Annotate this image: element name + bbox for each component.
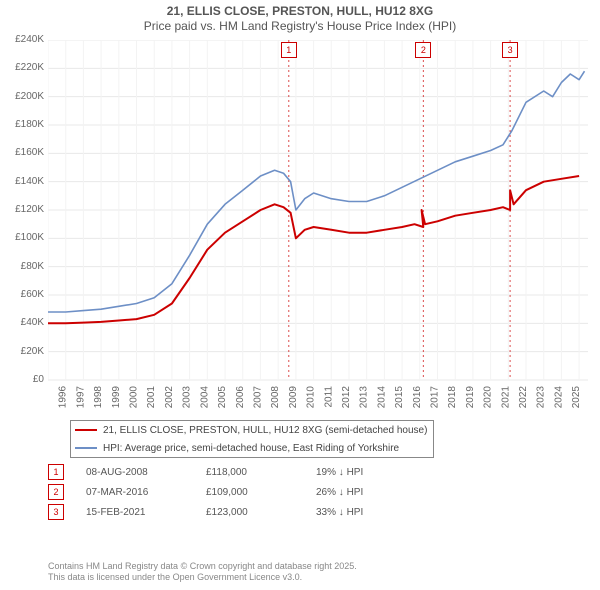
svg-text:1997: 1997 <box>75 386 86 409</box>
credit-text: Contains HM Land Registry data © Crown c… <box>48 561 357 584</box>
svg-text:1995: 1995 <box>48 386 51 409</box>
svg-text:2022: 2022 <box>518 386 529 409</box>
event-hpi-delta: 33% ↓ HPI <box>316 507 363 518</box>
svg-text:2025: 2025 <box>571 386 582 409</box>
y-axis-label: £80K <box>0 261 44 272</box>
event-num-icon: 2 <box>48 484 64 500</box>
event-marker-2: 2 <box>415 42 431 58</box>
svg-text:2005: 2005 <box>217 386 228 409</box>
legend-item-1: 21, ELLIS CLOSE, PRESTON, HULL, HU12 8XG… <box>71 421 433 439</box>
event-date: 07-MAR-2016 <box>86 487 206 498</box>
svg-text:2001: 2001 <box>146 386 157 409</box>
svg-text:2009: 2009 <box>288 386 299 409</box>
svg-text:2017: 2017 <box>430 386 441 409</box>
svg-text:2004: 2004 <box>199 386 210 409</box>
y-axis-label: £180K <box>0 119 44 130</box>
y-axis-label: £0 <box>0 374 44 385</box>
event-hpi-delta: 19% ↓ HPI <box>316 467 363 478</box>
svg-text:2006: 2006 <box>235 386 246 409</box>
svg-text:1999: 1999 <box>111 386 122 409</box>
event-row-2: 2 07-MAR-2016£109,00026% ↓ HPI <box>48 482 363 502</box>
svg-text:1996: 1996 <box>58 386 69 409</box>
svg-text:2007: 2007 <box>252 386 263 409</box>
event-marker-3: 3 <box>502 42 518 58</box>
legend-label-2: HPI: Average price, semi-detached house,… <box>103 443 399 454</box>
y-axis-label: £120K <box>0 204 44 215</box>
y-axis-label: £20K <box>0 346 44 357</box>
y-axis-label: £40K <box>0 317 44 328</box>
event-date: 15-FEB-2021 <box>86 507 206 518</box>
event-row-1: 1 08-AUG-2008£118,00019% ↓ HPI <box>48 462 363 482</box>
chart-title-line2: Price paid vs. HM Land Registry's House … <box>0 19 600 33</box>
svg-text:1998: 1998 <box>93 386 104 409</box>
chart-title-line1: 21, ELLIS CLOSE, PRESTON, HULL, HU12 8XG <box>0 4 600 18</box>
svg-text:2024: 2024 <box>553 386 564 409</box>
svg-text:2010: 2010 <box>306 386 317 409</box>
svg-text:2020: 2020 <box>483 386 494 409</box>
svg-text:2018: 2018 <box>447 386 458 409</box>
event-date: 08-AUG-2008 <box>86 467 206 478</box>
svg-text:2019: 2019 <box>465 386 476 409</box>
svg-text:2000: 2000 <box>129 386 140 409</box>
svg-text:2021: 2021 <box>500 386 511 409</box>
svg-text:2014: 2014 <box>376 386 387 409</box>
svg-text:2016: 2016 <box>412 386 423 409</box>
y-axis-label: £60K <box>0 289 44 300</box>
svg-text:2023: 2023 <box>536 386 547 409</box>
y-axis-label: £100K <box>0 232 44 243</box>
svg-text:2011: 2011 <box>323 386 334 408</box>
svg-text:2008: 2008 <box>270 386 281 409</box>
svg-text:2013: 2013 <box>359 386 370 409</box>
svg-text:2012: 2012 <box>341 386 352 409</box>
event-marker-1: 1 <box>281 42 297 58</box>
svg-text:2015: 2015 <box>394 386 405 409</box>
legend-item-2: HPI: Average price, semi-detached house,… <box>71 439 433 457</box>
legend-label-1: 21, ELLIS CLOSE, PRESTON, HULL, HU12 8XG… <box>103 425 427 436</box>
event-price: £123,000 <box>206 507 316 518</box>
svg-text:2002: 2002 <box>164 386 175 409</box>
y-axis-label: £160K <box>0 147 44 158</box>
event-hpi-delta: 26% ↓ HPI <box>316 487 363 498</box>
legend-box: 21, ELLIS CLOSE, PRESTON, HULL, HU12 8XG… <box>70 420 434 458</box>
y-axis-label: £240K <box>0 34 44 45</box>
y-axis-label: £200K <box>0 91 44 102</box>
event-num-icon: 1 <box>48 464 64 480</box>
event-row-3: 3 15-FEB-2021£123,00033% ↓ HPI <box>48 502 363 522</box>
event-num-icon: 3 <box>48 504 64 520</box>
svg-text:2003: 2003 <box>182 386 193 409</box>
events-table: 1 08-AUG-2008£118,00019% ↓ HPI 2 07-MAR-201… <box>48 462 363 522</box>
y-axis-label: £140K <box>0 176 44 187</box>
y-axis-label: £220K <box>0 62 44 73</box>
chart-plot-area: 1995 1996 1997 1998 1999 2000 2001 2002 2003 2004… <box>48 40 588 410</box>
event-price: £118,000 <box>206 467 316 478</box>
event-price: £109,000 <box>206 487 316 498</box>
